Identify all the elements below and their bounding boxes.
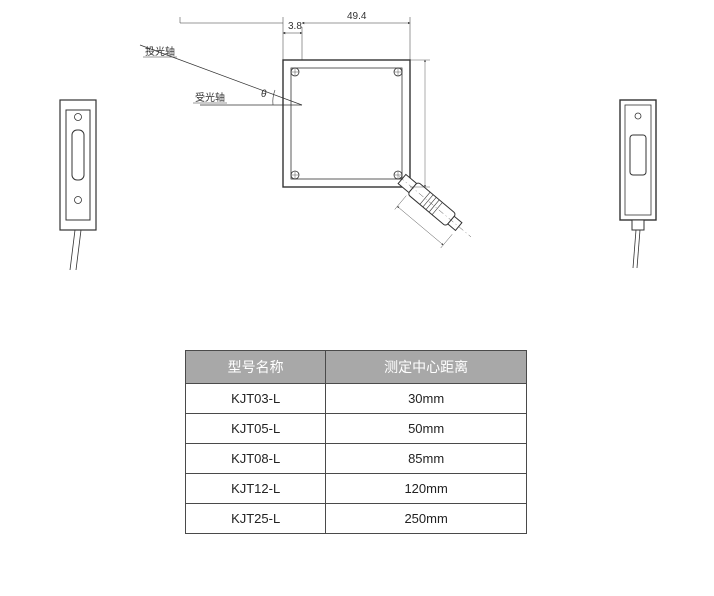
drawing-svg: 3.8 49.4 (0, 0, 714, 320)
cell-dist: 50mm (326, 414, 527, 444)
center-front-view: 3.8 49.4 (140, 11, 476, 258)
cell-model: KJT05-L (186, 414, 326, 444)
col-distance: 测定中心距离 (326, 351, 527, 384)
right-side-view (620, 100, 656, 268)
left-side-view (60, 100, 96, 270)
proj-axis-label: 投光轴 (145, 45, 175, 58)
table-row: KJT08-L 85mm (186, 444, 527, 474)
canvas: 3.8 49.4 (0, 0, 714, 596)
dim-3-8: 3.8 (288, 21, 302, 32)
cell-dist: 250mm (326, 504, 527, 534)
cell-dist: 120mm (326, 474, 527, 504)
cell-dist: 30mm (326, 384, 527, 414)
dim-49-4: 49.4 (347, 11, 367, 22)
cell-dist: 85mm (326, 444, 527, 474)
table-row: KJT12-L 120mm (186, 474, 527, 504)
technical-drawing: 3.8 49.4 (0, 0, 714, 320)
cell-model: KJT25-L (186, 504, 326, 534)
cell-model: KJT08-L (186, 444, 326, 474)
table-row: KJT05-L 50mm (186, 414, 527, 444)
table-row: KJT25-L 250mm (186, 504, 527, 534)
spec-table: 型号名称 测定中心距离 KJT03-L 30mm KJT05-L 50mm KJ… (185, 350, 527, 534)
cell-model: KJT03-L (186, 384, 326, 414)
recv-axis-label: 受光轴 (195, 91, 225, 104)
spec-table-wrapper: 型号名称 测定中心距离 KJT03-L 30mm KJT05-L 50mm KJ… (185, 350, 527, 534)
col-model: 型号名称 (186, 351, 326, 384)
cell-model: KJT12-L (186, 474, 326, 504)
table-row: KJT03-L 30mm (186, 384, 527, 414)
table-header-row: 型号名称 测定中心距离 (186, 351, 527, 384)
theta-label: θ (261, 89, 267, 100)
